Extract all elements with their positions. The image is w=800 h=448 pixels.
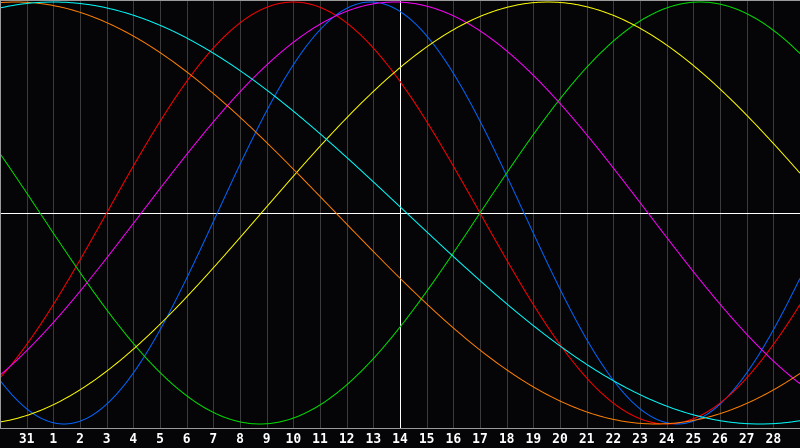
x-tick-label: 3 [103, 432, 111, 447]
x-tick-label: 10 [286, 432, 302, 447]
x-tick-label: 11 [312, 432, 328, 447]
x-tick-label: 7 [209, 432, 217, 447]
x-tick-label: 26 [712, 432, 728, 447]
x-tick-label: 4 [129, 432, 137, 447]
x-tick-label: 18 [499, 432, 515, 447]
series-line-53 [0, 1, 800, 425]
x-tick-label: 13 [366, 432, 382, 447]
x-tick-label: 27 [739, 432, 755, 447]
x-tick-label: 14 [392, 432, 408, 447]
series-line-43 [0, 1, 800, 423]
series-line-48 [0, 1, 800, 425]
x-tick-label: 2 [76, 432, 84, 447]
x-tick-label: 17 [472, 432, 488, 447]
x-tick-label: 6 [183, 432, 191, 447]
x-tick-label: 1 [49, 432, 57, 447]
x-tick-label: 15 [419, 432, 435, 447]
x-tick-label: 31 [19, 432, 35, 447]
x-tick-label: 20 [552, 432, 568, 447]
x-tick-label: 25 [686, 432, 702, 447]
x-tick-label: 12 [339, 432, 355, 447]
x-tick-label: 22 [606, 432, 622, 447]
x-tick-label: 19 [526, 432, 542, 447]
x-tick-label: 21 [579, 432, 595, 447]
series-line-33 [0, 1, 800, 425]
x-tick-label: 28 [766, 432, 782, 447]
series-line-38 [0, 1, 800, 385]
x-tick-label: 23 [632, 432, 648, 447]
x-tick-label: 9 [263, 432, 271, 447]
x-tick-label: 8 [236, 432, 244, 447]
x-tick-label: 16 [446, 432, 462, 447]
series-line-23 [0, 1, 800, 425]
x-tick-label: 5 [156, 432, 164, 447]
x-tick-label: 24 [659, 432, 675, 447]
